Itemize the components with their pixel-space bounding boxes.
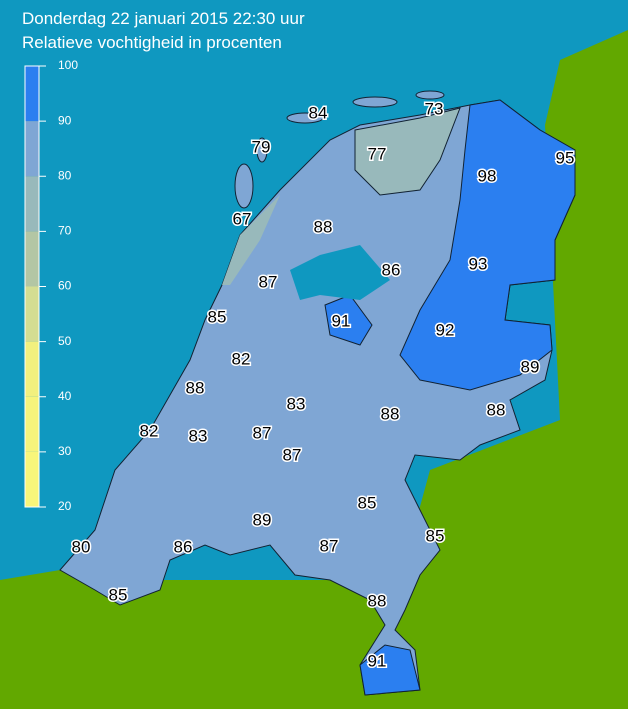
- station-value: 87: [283, 445, 302, 464]
- station-value: 85: [109, 585, 128, 604]
- region-91-south: [359, 644, 421, 696]
- station-value: 92: [436, 320, 455, 339]
- subtitle: Relatieve vochtigheid in procenten: [22, 33, 282, 52]
- station-value: 85: [426, 526, 445, 545]
- station-value: 88: [487, 400, 506, 419]
- station-value: 85: [208, 307, 227, 326]
- station-value: 88: [368, 591, 387, 610]
- legend-band: [25, 396, 39, 452]
- legend-tick-label: 70: [58, 224, 72, 238]
- station-value: 85: [358, 493, 377, 512]
- station-value: 87: [259, 272, 278, 291]
- station-value: 87: [253, 423, 272, 442]
- station-value: 80: [72, 537, 91, 556]
- ijsselmeer: [290, 245, 390, 300]
- station-value: 83: [189, 426, 208, 445]
- station-value: 82: [232, 349, 251, 368]
- region-67: [222, 195, 280, 285]
- legend-tick-label: 80: [58, 168, 72, 182]
- station-value: 98: [478, 166, 497, 185]
- legend-band: [25, 286, 39, 342]
- title: Donderdag 22 januari 2015 22:30 uur: [22, 9, 305, 28]
- station-value: 88: [186, 378, 205, 397]
- station-value: 89: [253, 510, 272, 529]
- station-value: 73: [425, 99, 444, 118]
- station-value: 86: [174, 537, 193, 556]
- legend-tick-label: 20: [58, 499, 72, 513]
- station-value: 91: [368, 651, 387, 670]
- station-value: 83: [287, 394, 306, 413]
- legend-band: [25, 176, 39, 232]
- station-value: 93: [469, 254, 488, 273]
- legend-tick-label: 50: [58, 334, 72, 348]
- legend-band: [25, 121, 39, 177]
- station-value: 79: [252, 137, 271, 156]
- station-value: 67: [233, 209, 252, 228]
- station-value: 82: [140, 421, 159, 440]
- legend-tick-label: 90: [58, 113, 72, 127]
- region-high: [399, 99, 576, 391]
- station-value: 77: [368, 144, 387, 163]
- station-value: 91: [332, 311, 351, 330]
- legend-band: [25, 231, 39, 287]
- station-value: 86: [382, 260, 401, 279]
- legend-tick-label: 100: [58, 58, 78, 72]
- islands: [234, 90, 445, 209]
- legend-tick-label: 30: [58, 444, 72, 458]
- region-77: [354, 107, 461, 196]
- legend-tick-label: 40: [58, 389, 72, 403]
- neighbour-land: [0, 30, 628, 709]
- legend-band: [25, 341, 39, 397]
- legend-band: [25, 66, 39, 122]
- legend-tick-label: 60: [58, 279, 72, 293]
- station-value: 88: [314, 217, 333, 236]
- station-value: 87: [320, 536, 339, 555]
- station-value: 95: [556, 148, 575, 167]
- station-value: 88: [381, 404, 400, 423]
- station-value: 89: [521, 357, 540, 376]
- legend-band: [25, 451, 39, 507]
- station-value: 84: [309, 103, 328, 122]
